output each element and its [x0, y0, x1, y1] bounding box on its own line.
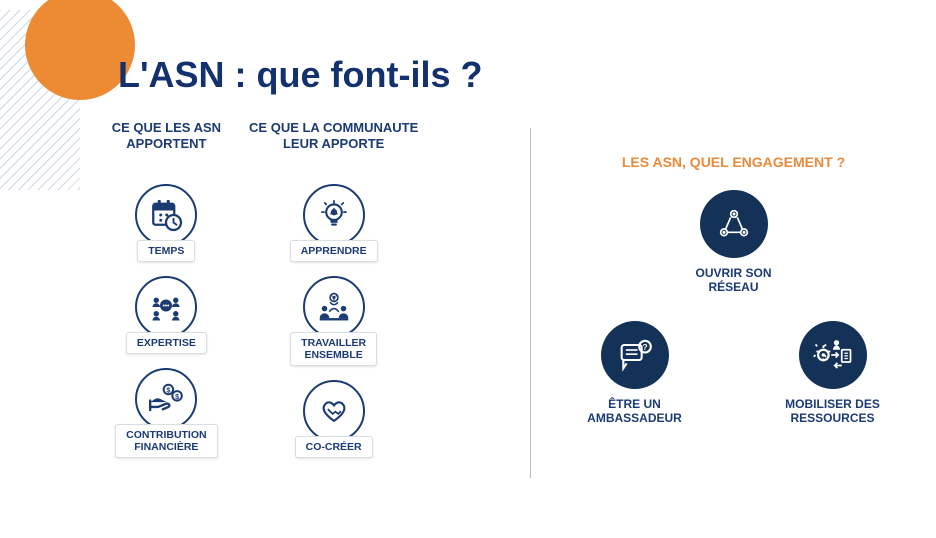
finance-icon: $ $ [135, 368, 197, 430]
col-head: CE QUE LES ASN APPORTENT [112, 120, 221, 156]
cocreate-icon [303, 380, 365, 442]
item-label: CONTRIBUTION FINANCIÈRE [115, 424, 218, 458]
learn-icon [303, 184, 365, 246]
item-contribution-financiere: $ $ CONTRIBUTION FINANCIÈRE [115, 368, 218, 458]
item-ouvrir-reseau: OUVRIR SON RÉSEAU [654, 190, 814, 295]
svg-text:$: $ [167, 387, 171, 395]
network-icon [700, 190, 768, 258]
item-temps: TEMPS [135, 184, 197, 262]
item-label: CO-CRÉER [295, 436, 373, 458]
item-cocreer: CO-CRÉER [295, 380, 373, 458]
content: CE QUE LES ASN APPORTENT TE [0, 120, 936, 518]
col-asn-apportent: CE QUE LES ASN APPORTENT TE [112, 120, 221, 518]
tri-label: MOBILISER DES RESSOURCES [785, 397, 880, 426]
item-expertise: EXPERTISE [126, 276, 207, 354]
item-apprendre: APPRENDRE [290, 184, 378, 262]
col-head: CE QUE LA COMMUNAUTE LEUR APPORTE [249, 120, 418, 156]
item-label: EXPERTISE [126, 332, 207, 354]
item-travailler-ensemble: TRAVAILLER ENSEMBLE [290, 276, 377, 366]
expertise-icon [135, 276, 197, 338]
tri-label: ÊTRE UN AMBASSADEUR [587, 397, 682, 426]
teamwork-icon [303, 276, 365, 338]
right-heading: LES ASN, QUEL ENGAGEMENT ? [622, 154, 845, 170]
col-communaute-apporte: CE QUE LA COMMUNAUTE LEUR APPORTE APPREN… [249, 120, 418, 518]
item-mobiliser-ressources: MOBILISER DES RESSOURCES [753, 321, 913, 426]
item-label: TRAVAILLER ENSEMBLE [290, 332, 377, 366]
panel-right: LES ASN, QUEL ENGAGEMENT ? OUVRIR SON RÉ… [531, 120, 936, 518]
tri-label: OUVRIR SON RÉSEAU [695, 266, 771, 295]
item-ambassadeur: ? ÊTRE UN AMBASSADEUR [555, 321, 715, 426]
item-label: APPRENDRE [290, 240, 378, 262]
calendar-clock-icon [135, 184, 197, 246]
tri-bottom: ? ÊTRE UN AMBASSADEUR [555, 321, 913, 426]
page-title: L'ASN : que font-ils ? [118, 54, 483, 96]
svg-text:?: ? [642, 342, 647, 352]
ambassador-icon: ? [601, 321, 669, 389]
svg-text:$: $ [175, 393, 179, 401]
resources-icon [799, 321, 867, 389]
tri-top: OUVRIR SON RÉSEAU [654, 190, 814, 295]
item-label: TEMPS [137, 240, 195, 262]
